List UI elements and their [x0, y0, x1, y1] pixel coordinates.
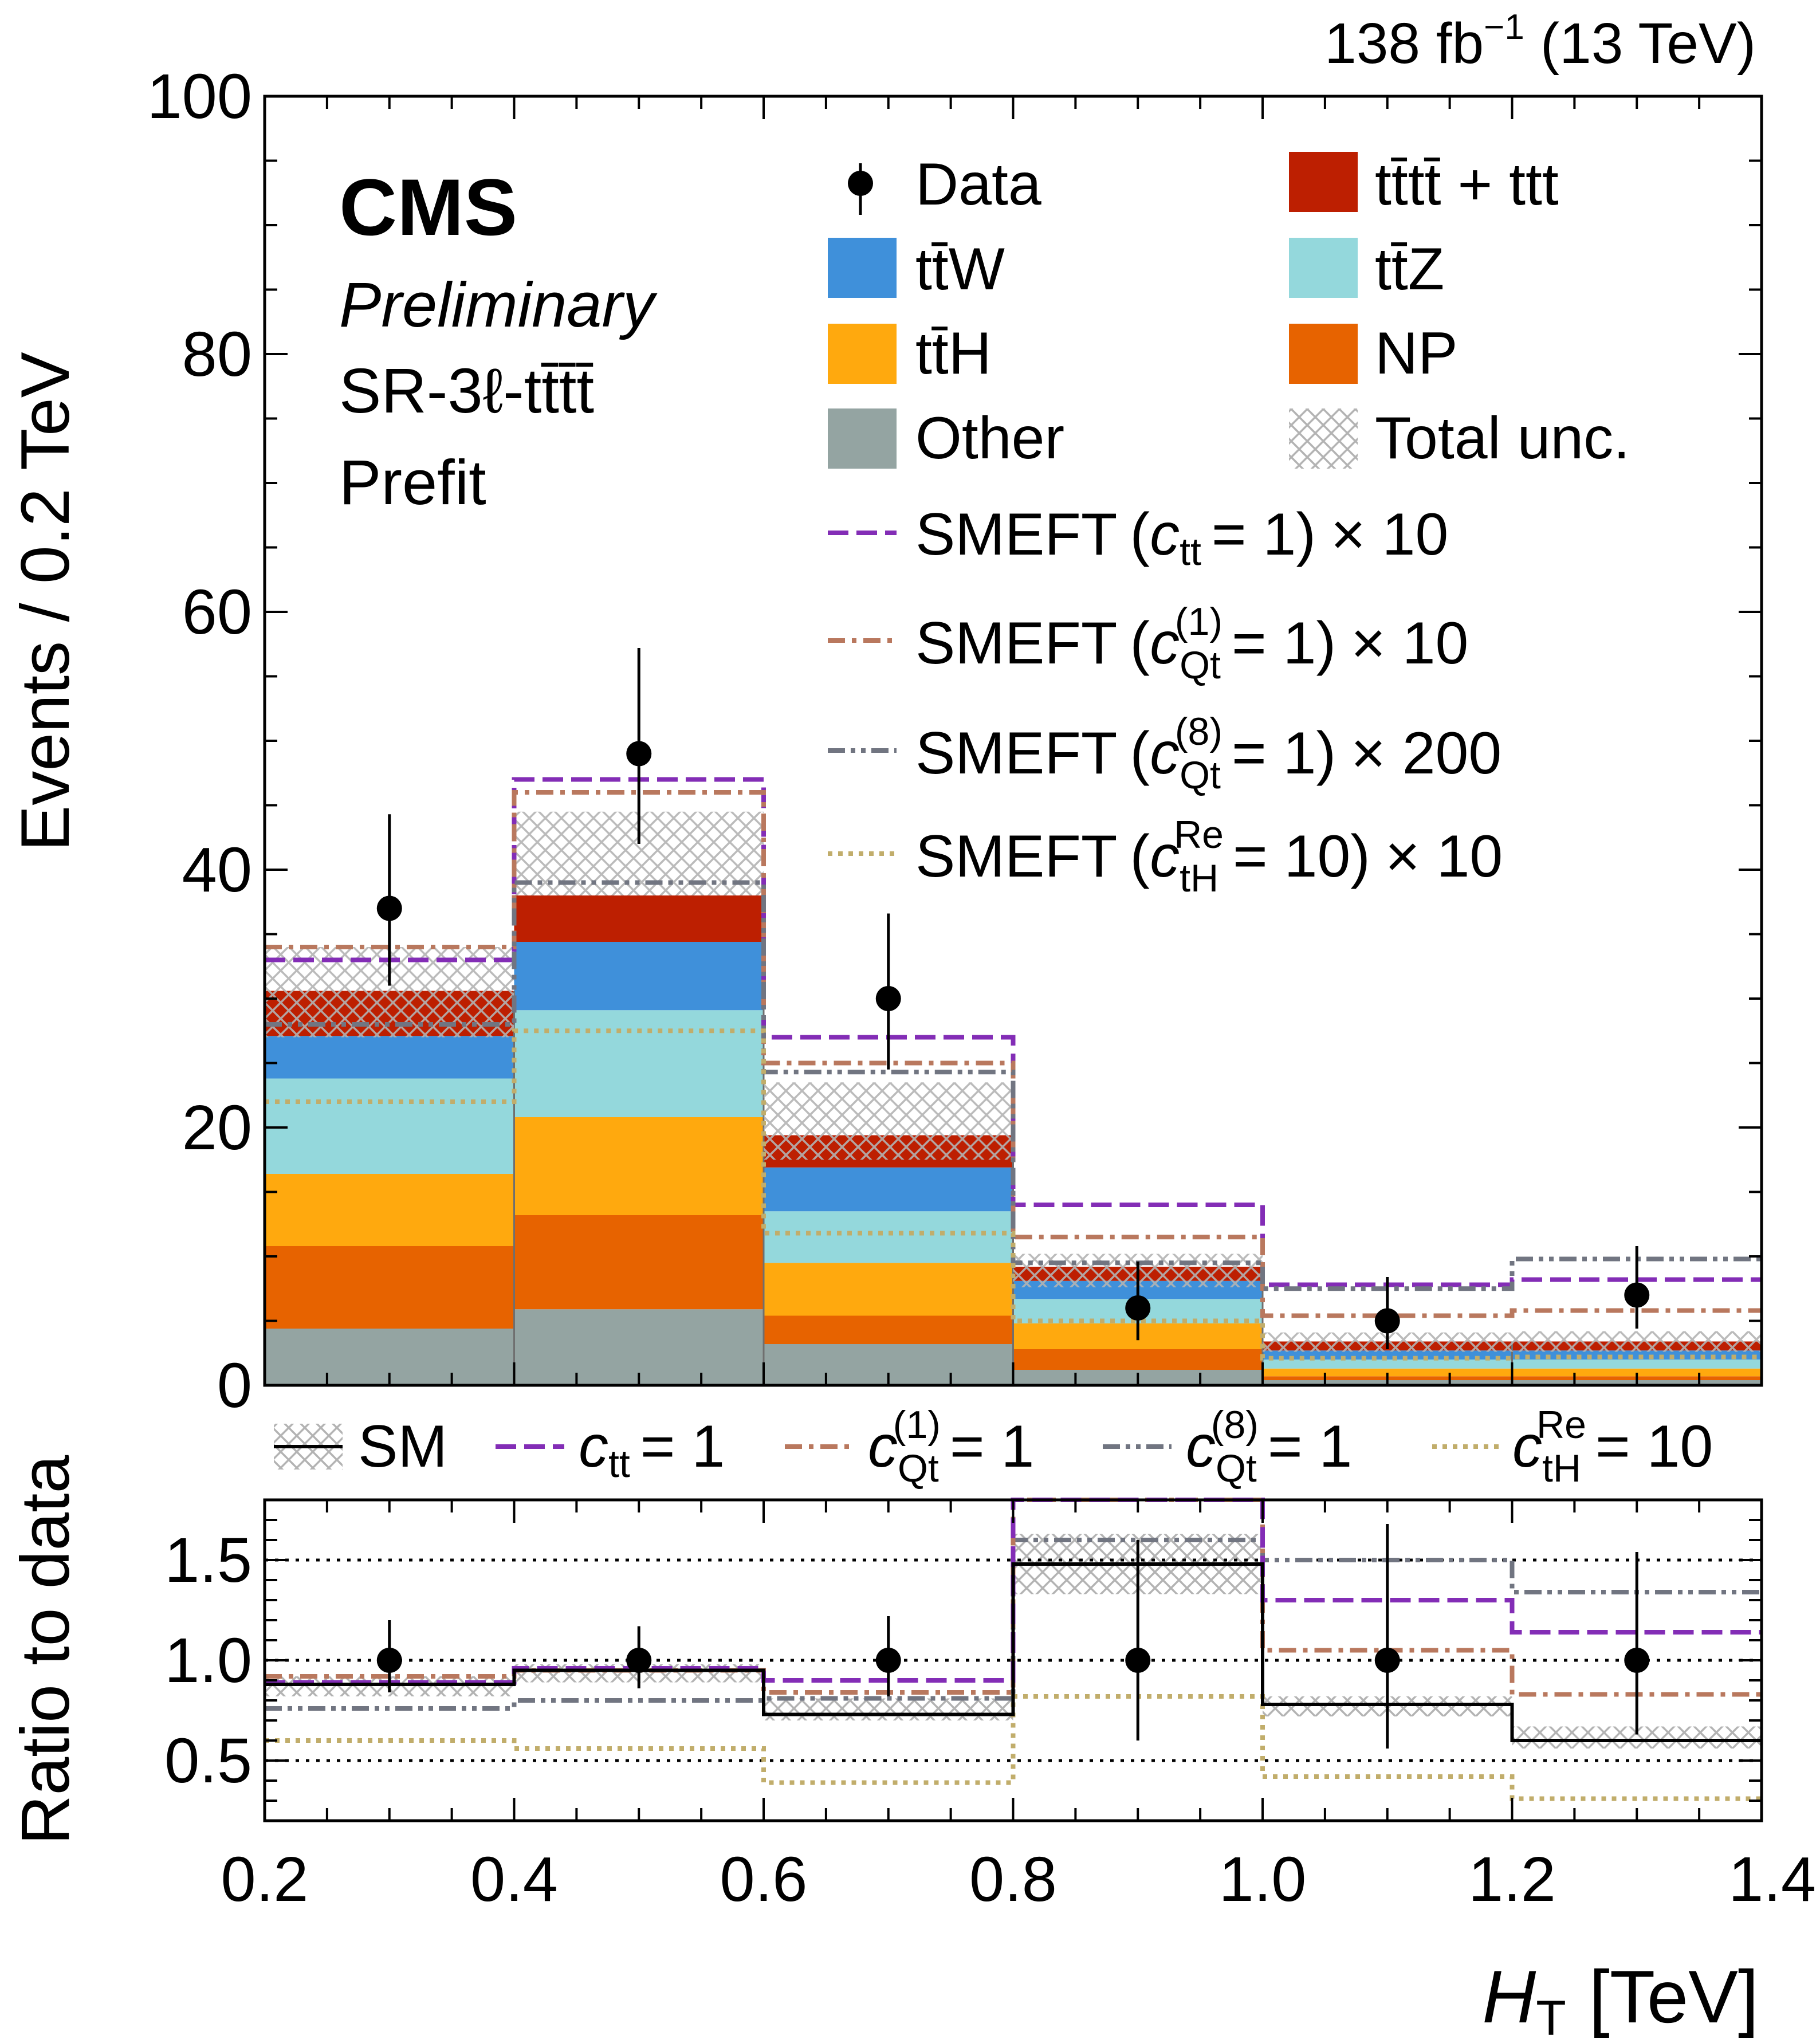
y-tick-label: 100	[147, 61, 252, 132]
data-point-1	[626, 741, 652, 767]
x-tick-label: 0.2	[221, 1844, 309, 1915]
ratio-legend-cqt1-label: cQt(1) = 1	[868, 1403, 1034, 1490]
data-point-3	[1125, 1295, 1151, 1321]
legend-ttz-label: tt̄Z	[1375, 236, 1444, 302]
y-tick-label: 40	[182, 835, 252, 905]
ratio-legend-sm-label: SM	[358, 1413, 447, 1480]
y-tick-label: 60	[182, 577, 252, 647]
ratio-data-point-5	[1624, 1648, 1650, 1673]
main-axis-ticks: 0 20 40 60 80 100	[147, 61, 1763, 1421]
legend-smeft-cth-label: SMEFT (ctHRe = 10) × 10	[915, 813, 1503, 900]
ratio-y-tick-label: 1.5	[164, 1525, 252, 1596]
stack-bar-np-2	[764, 1315, 1013, 1344]
stack-bar-ttz-4	[1263, 1360, 1512, 1369]
region-label: SR-3ℓ-tt̄t̄t̄	[339, 356, 594, 426]
legend-ttw-label: tt̄W	[915, 236, 1005, 302]
ratio-data-point-1	[626, 1648, 652, 1673]
stack-bar-other-1	[514, 1309, 764, 1385]
preliminary-label: Preliminary	[339, 270, 658, 340]
legend-tth-label: tt̄H	[915, 320, 992, 387]
ratio-legend: SM ctt = 1 cQt(1) = 1 cQt(8) = 1 ctHRe = 10	[274, 1403, 1713, 1490]
ratio-y-tick-label: 1.0	[164, 1625, 252, 1696]
stack-bar-ttw-4	[1263, 1350, 1512, 1360]
stack-bar-ttw-1	[514, 942, 764, 1011]
legend-np-swatch	[1289, 324, 1358, 384]
ratio-reference-lines	[265, 1558, 1762, 1762]
data-point-2	[875, 986, 901, 1011]
prefit-label: Prefit	[339, 447, 486, 518]
legend-total-unc-swatch	[1289, 408, 1358, 469]
y-axis-title: Events / 0.2 TeV	[7, 352, 84, 851]
stack-bar-ttw-2	[764, 1167, 1013, 1212]
x-axis-title: HT [TeV]	[1482, 1955, 1759, 2043]
data-point-5	[1624, 1282, 1650, 1308]
y-tick-label: 80	[182, 319, 252, 390]
legend: Data tt̄tt̄ + ttt tt̄W tt̄Z tt̄H NP Othe…	[828, 151, 1630, 900]
data-point-4	[1374, 1308, 1400, 1334]
ratio-data-points	[376, 1524, 1650, 1749]
y-tick-label: 20	[182, 1093, 252, 1163]
stack-bar-tttt-1	[514, 895, 764, 942]
ratio-legend-cth-label: ctHRe = 10	[1512, 1403, 1713, 1490]
legend-ttz-swatch	[1289, 238, 1358, 298]
x-tick-label: 1.0	[1219, 1844, 1307, 1915]
stack-bar-np-1	[514, 1215, 764, 1310]
smeft-cqt1-line	[265, 790, 1762, 1318]
x-tick-label: 0.4	[470, 1844, 558, 1915]
legend-smeft-cqt1-label: SMEFT (cQt(1) = 1) × 10	[915, 600, 1468, 687]
ratio-data-point-0	[376, 1648, 402, 1673]
stack-bar-np-0	[265, 1246, 514, 1329]
smeft-cth-line	[265, 1028, 1762, 1361]
ratio-legend-ctt-label: ctt = 1	[579, 1413, 725, 1486]
legend-other-label: Other	[915, 405, 1064, 472]
legend-tth-swatch	[828, 324, 897, 384]
unc-band-bin-2	[764, 1082, 1013, 1160]
main-plot-panel: 0 20 40 60 80 100 Events / 0.2 TeV	[7, 61, 1763, 1421]
data-points	[376, 648, 1650, 1349]
legend-tttt-label: tt̄tt̄ + ttt	[1375, 151, 1559, 218]
legend-smeft-cqt8-label: SMEFT (cQt(8) = 1) × 200	[915, 710, 1501, 797]
stack-bar-ttw-5	[1512, 1350, 1762, 1360]
ratio-data-point-4	[1374, 1648, 1400, 1673]
stack-bar-ttz-0	[265, 1078, 514, 1174]
ratio-plot-panel: 0.5 1.0 1.5 0.2 0.4 0.6 0.8 1.0 1.2 1.4 Ratio to …	[7, 1455, 1816, 2043]
cms-label: CMS	[339, 162, 517, 252]
x-tick-label: 1.2	[1468, 1844, 1556, 1915]
stack-bar-np-3	[1013, 1349, 1263, 1370]
ratio-y-axis-title: Ratio to data	[7, 1455, 84, 1845]
ratio-y-tick-label: 0.5	[164, 1726, 252, 1796]
ratio-unc-bin-2	[764, 1698, 1013, 1720]
stack-bar-tth-2	[764, 1263, 1013, 1316]
x-tick-label: 0.8	[969, 1844, 1057, 1915]
legend-data-marker	[848, 171, 873, 196]
x-tick-label: 1.4	[1728, 1844, 1816, 1915]
unc-band-bin-5	[1512, 1331, 1762, 1352]
ratio-data-point-2	[875, 1648, 901, 1673]
legend-np-label: NP	[1375, 320, 1457, 387]
legend-data-label: Data	[915, 151, 1041, 218]
data-point-0	[376, 895, 402, 921]
stack-bar-ttz-5	[1512, 1360, 1762, 1369]
legend-smeft-ctt-label: SMEFT (ctt = 1) × 10	[915, 501, 1448, 573]
stack-bar-tth-1	[514, 1117, 764, 1215]
ratio-sm-line	[265, 1562, 1762, 1742]
stack-bar-tth-0	[265, 1174, 514, 1246]
legend-ttw-swatch	[828, 238, 897, 298]
stack-bar-ttz-2	[764, 1211, 1013, 1263]
y-tick-label: 0	[217, 1350, 252, 1421]
smeft-curves	[265, 777, 1762, 1361]
ratio-legend-cqt8-label: cQt(8) = 1	[1186, 1403, 1352, 1490]
ratio-curves	[265, 1498, 1762, 1801]
x-tick-label: 0.6	[720, 1844, 808, 1915]
legend-other-swatch	[828, 408, 897, 469]
stack-bar-ttz-1	[514, 1010, 764, 1117]
smeft-cqt8-line	[265, 880, 1762, 1291]
legend-total-unc-label: Total unc.	[1375, 405, 1630, 472]
stack-bar-ttw-0	[265, 1036, 514, 1079]
ratio-data-point-3	[1125, 1648, 1151, 1673]
ratio-axis-ticks: 0.5 1.0 1.5 0.2 0.4 0.6 0.8 1.0 1.2 1.4	[164, 1499, 1816, 1915]
luminosity-label: 138 fb−1 (13 TeV)	[1324, 7, 1756, 76]
legend-tttt-swatch	[1289, 152, 1358, 212]
